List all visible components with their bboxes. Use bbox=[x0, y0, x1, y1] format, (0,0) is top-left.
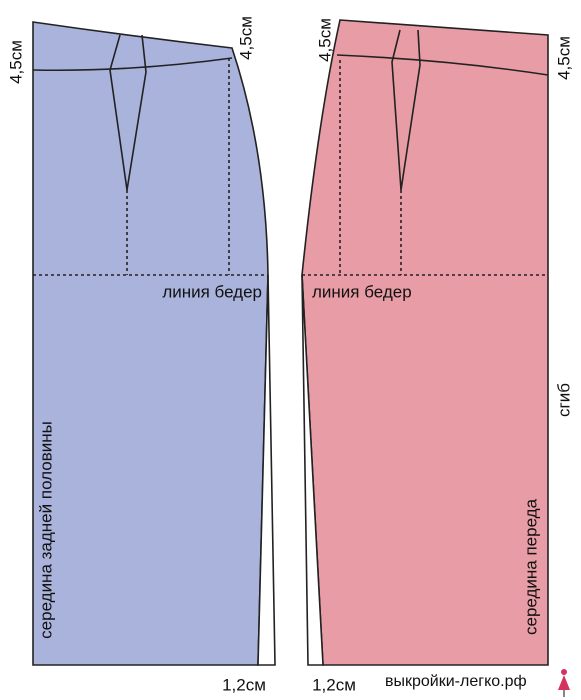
front-hem-label: 1,2см bbox=[312, 675, 356, 694]
back-hem-extension bbox=[257, 274, 276, 666]
back-panel bbox=[32, 21, 269, 666]
back-hem-label: 1,2см bbox=[222, 675, 266, 694]
back-waist-right: 4,5см bbox=[236, 16, 255, 60]
front-hip-label: линия бедер bbox=[312, 282, 412, 301]
front-fold-label: сгиб bbox=[554, 383, 573, 417]
front-waist-right: 4,5см bbox=[554, 36, 573, 80]
back-hip-label: линия бедер bbox=[162, 282, 262, 301]
front-waist-left: 4,5см bbox=[315, 18, 334, 62]
front-center-label: середина переда bbox=[521, 498, 540, 635]
front-hem-extension bbox=[301, 274, 324, 666]
front-belt-line bbox=[336, 54, 549, 76]
front-panel bbox=[301, 19, 549, 666]
back-belt-line bbox=[32, 57, 233, 72]
watermark: выкройки-легко.рф bbox=[385, 673, 527, 690]
back-center-label: середина задней половины bbox=[36, 421, 55, 639]
dress-icon bbox=[558, 669, 570, 697]
back-waist-left: 4,5см bbox=[6, 40, 25, 84]
